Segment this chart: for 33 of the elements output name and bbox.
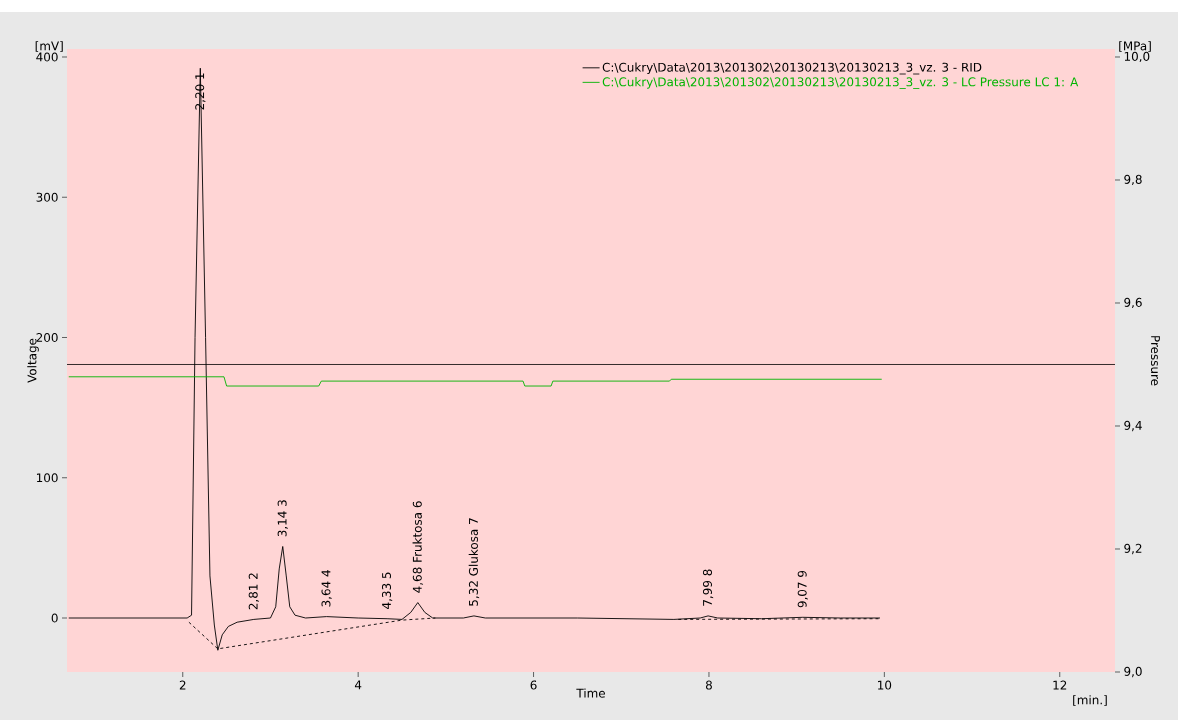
y-tick-label: 100	[36, 473, 58, 483]
x-tick-label: 10	[878, 680, 892, 690]
x-tick-label: 4	[354, 680, 362, 690]
annotation: 3,64 4	[321, 570, 332, 607]
y-tick-label: 0	[51, 613, 58, 623]
annotation: 5,32 Glukosa 7	[468, 518, 480, 606]
y2-axis-title: Pressure	[1150, 336, 1160, 386]
y2-tick-label: 9,0	[1124, 666, 1142, 678]
text: [min.]	[1073, 695, 1107, 706]
annotation: 9,07 9	[797, 570, 808, 608]
y-tick-label: 300	[36, 192, 58, 202]
annotation: 4,68 Fruktosa 6	[412, 501, 424, 593]
annotation: 2,20 1	[195, 73, 206, 110]
annotation: 3,14 3	[277, 500, 288, 537]
x-tick-label: 2	[179, 680, 186, 690]
x-axis-title: Time	[576, 688, 605, 698]
x-tick-label: 6	[530, 680, 537, 690]
text: [MPa]	[1119, 41, 1151, 52]
text: [mV]	[35, 41, 63, 52]
y-tick-label: 400	[36, 52, 58, 62]
x-tick-label: 8	[705, 680, 712, 690]
annotation: 2,81 2	[248, 573, 259, 610]
y2-tick-label: 10,0	[1124, 51, 1150, 63]
y2-tick-label: 9,8	[1124, 174, 1142, 186]
annotation: 4,33 5	[381, 572, 393, 609]
y2-tick-label: 9,4	[1124, 420, 1142, 432]
annotation: 7,99 8	[702, 569, 714, 606]
y2-tick-label: 9,6	[1124, 297, 1142, 309]
y2-tick-label: 9,2	[1124, 543, 1142, 555]
legend-label: C:\Cukry\Data\2013\201302\20130213\20130213_3_vz. 3 - RID	[602, 62, 982, 75]
x-tick-label: 12	[1053, 680, 1067, 690]
legend-label: C:\Cukry\Data\2013\201302\20130213\20130213_3_vz. 3 - LC Pressure LC 1: A	[602, 77, 1079, 89]
line-series	[68, 376, 883, 387]
